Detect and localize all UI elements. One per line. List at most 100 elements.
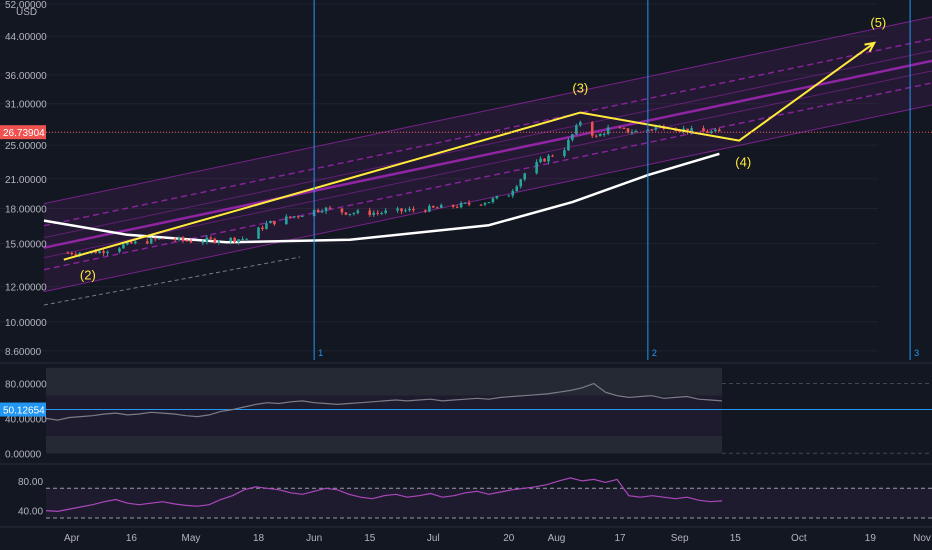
candle-body: [189, 240, 193, 243]
date-tick-label: Aug: [548, 533, 566, 544]
candle-body: [463, 202, 467, 204]
candle-body: [126, 241, 129, 245]
candle-body: [686, 128, 689, 133]
candle-body: [618, 127, 622, 129]
vertical-markers[interactable]: 1 2 3: [313, 0, 919, 360]
candle-body: [70, 252, 74, 255]
candle-body: [654, 127, 658, 130]
candle-body: [106, 251, 109, 254]
candle-body: [209, 237, 213, 239]
candle-body: [300, 216, 304, 218]
indicator-2-tick-label: 40.00: [18, 507, 43, 518]
indicator-1-value-tag: [0, 402, 46, 417]
candle-body: [487, 202, 491, 204]
candle-body: [130, 241, 133, 244]
candle-body: [396, 208, 399, 211]
date-tick-label: 18: [253, 533, 265, 544]
candle-body: [296, 216, 300, 218]
candle-body: [348, 213, 352, 215]
candle-body: [519, 179, 523, 187]
candle-body: [118, 248, 121, 252]
candle-body: [551, 155, 554, 157]
candle-body: [328, 207, 332, 209]
date-tick-label: Apr: [64, 533, 80, 544]
candle-body: [316, 209, 320, 212]
candle-body: [205, 237, 209, 242]
candle-body: [185, 240, 189, 242]
candle-body: [483, 203, 487, 205]
vertical-marker-label: 3: [914, 348, 919, 358]
candle-body: [702, 128, 705, 132]
candle-body: [288, 216, 292, 218]
candle-body: [78, 252, 82, 255]
channel-line: [43, 70, 932, 259]
candle-body: [376, 212, 380, 214]
candle-body: [157, 238, 161, 240]
candle-body: [710, 131, 713, 133]
channel-line: [43, 59, 932, 249]
grid-lines: [0, 3, 932, 528]
price-axis[interactable]: 52.00000 44.00000 36.00000 31.00000 25.00000…: [0, 0, 932, 518]
price-tick-label: 44.00000: [5, 32, 47, 43]
candle-body: [352, 213, 356, 215]
candle-body: [451, 204, 455, 207]
indicator-2-tick-label: 80.00: [18, 477, 43, 488]
candle-body: [491, 198, 495, 203]
wave-path-line: [63, 42, 875, 261]
candle-body: [368, 210, 372, 216]
candle-body: [467, 202, 471, 205]
candle-body: [340, 208, 344, 213]
rsi-zone: [46, 488, 932, 519]
candle-body: [622, 128, 626, 130]
price-tick-label: 18.00000: [5, 204, 47, 215]
wave-label-2: (2): [80, 268, 96, 283]
date-tick-label: 15: [364, 533, 376, 544]
indicator-2-line: [45, 477, 723, 513]
candle-body: [630, 132, 634, 134]
last-price-tag: [0, 125, 46, 140]
indicator-1-value-label: 50.12654: [3, 406, 45, 417]
date-tick-label: Jul: [427, 533, 440, 544]
candle-body: [320, 211, 324, 213]
candle-body: [177, 237, 181, 241]
candle-body: [153, 238, 157, 240]
price-tick-label: 52.00000: [5, 0, 47, 11]
candle-body: [650, 129, 654, 131]
candle-body: [594, 135, 598, 137]
indicator-mid-zone: [46, 395, 722, 436]
candle-body: [515, 186, 519, 192]
vertical-marker-label: 1: [318, 348, 323, 358]
candle-body: [539, 158, 542, 163]
candle-body: [543, 158, 546, 162]
candle-body: [134, 241, 137, 244]
candle-body: [161, 238, 165, 240]
date-tick-label: 15: [730, 533, 742, 544]
price-tick-label: 21.00000: [5, 175, 47, 186]
candle-body: [257, 227, 260, 239]
candle-body: [567, 139, 570, 151]
projection-line: [43, 256, 301, 306]
candle-body: [479, 204, 483, 206]
date-tick-label: Sep: [671, 533, 689, 544]
candle-body: [400, 208, 403, 212]
price-tick-label: 8.60000: [5, 347, 42, 358]
date-tick-label: Oct: [791, 533, 807, 544]
indicator-1-tick-label: 40.00000: [5, 414, 47, 425]
candle-body: [590, 122, 594, 136]
indicator-1-line: [45, 382, 723, 421]
date-tick-label: May: [182, 533, 201, 544]
candle-body: [173, 238, 177, 241]
date-tick-label: Nov: [913, 533, 931, 544]
wave-arrowhead: [864, 41, 877, 53]
candle-body: [292, 216, 296, 218]
candle-body: [511, 191, 515, 196]
date-tick-label: 20: [503, 533, 515, 544]
elliott-wave-path[interactable]: (2) (3) (4) (5): [63, 15, 886, 283]
candle-body: [384, 210, 387, 213]
candle-body: [690, 128, 693, 133]
candle-body: [678, 131, 681, 133]
candle-body: [98, 251, 101, 254]
date-axis[interactable]: Apr 16 May 18 Jun 15 Jul 20 Aug 17 Sep 15 Oct 19 Nov: [64, 533, 931, 544]
